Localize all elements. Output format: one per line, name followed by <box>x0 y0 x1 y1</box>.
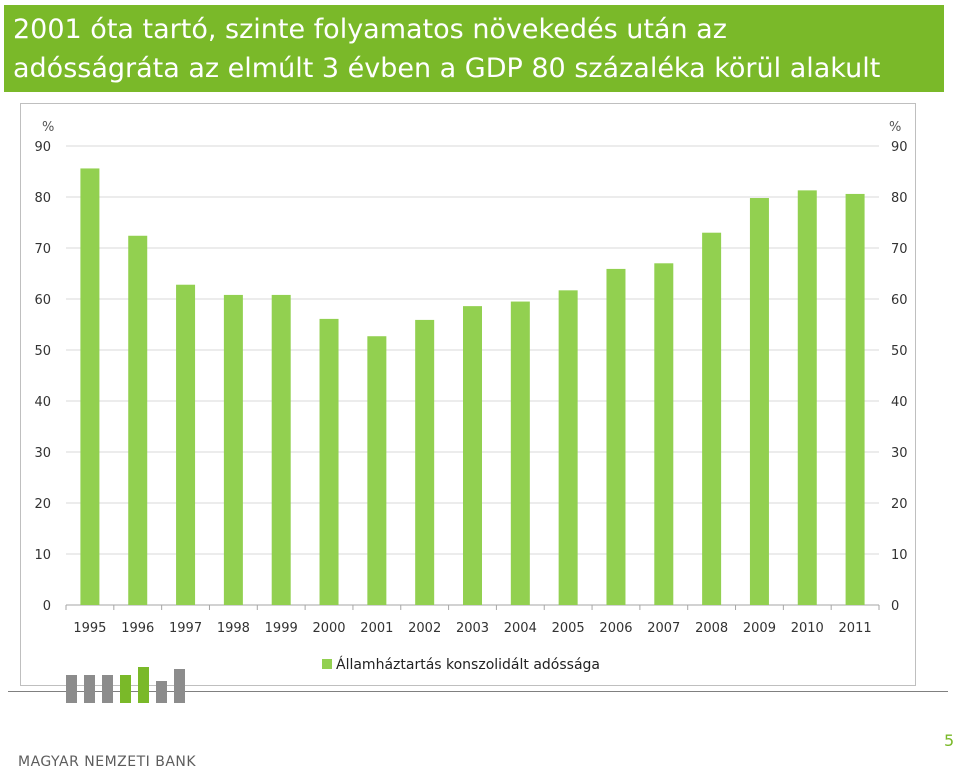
x-tick-label: 1998 <box>217 621 250 636</box>
bar-2000 <box>319 318 339 605</box>
mnb-logo: MAGYAR NEMZETI BANK <box>8 667 240 770</box>
legend-label: Államháztartás konszolidált adóssága <box>336 656 600 673</box>
y-tick-label-right: 40 <box>891 395 908 410</box>
y-tick-label-right: 10 <box>891 548 908 563</box>
bar-2002 <box>415 319 435 605</box>
bar-2011 <box>845 193 865 605</box>
chart-frame: 0 0 10 10 20 20 30 30 40 40 50 50 60 60 70 70 80 80 90 90%%… <box>20 103 916 686</box>
bar-2001 <box>367 336 387 605</box>
x-tick-label: 1999 <box>265 621 298 636</box>
y-tick-label-right: 0 <box>891 599 899 614</box>
bar-2005 <box>558 290 578 605</box>
bar-2010 <box>797 190 817 605</box>
y-tick-label-left: 40 <box>34 395 51 410</box>
x-tick-label: 2005 <box>552 621 585 636</box>
y-unit-right: % <box>889 120 901 135</box>
x-tick-label: 1996 <box>121 621 154 636</box>
x-tick-label: 1997 <box>169 621 202 636</box>
y-tick-label-left: 10 <box>34 548 51 563</box>
bar-2008 <box>702 232 722 605</box>
x-tick-label: 2009 <box>743 621 776 636</box>
y-tick-label-left: 90 <box>34 140 51 155</box>
legend-swatch <box>322 659 332 669</box>
x-tick-label: 2003 <box>456 621 489 636</box>
y-tick-label-right: 90 <box>891 140 908 155</box>
x-tick-label: 2004 <box>504 621 537 636</box>
x-tick-label: 2000 <box>312 621 345 636</box>
bar-1999 <box>271 294 291 605</box>
bar-1998 <box>223 294 243 605</box>
x-tick-label: 2006 <box>599 621 632 636</box>
bar-2004 <box>510 301 530 605</box>
title-bar: 2001 óta tartó, szinte folyamatos növeke… <box>4 5 944 92</box>
y-tick-label-left: 60 <box>34 293 51 308</box>
y-tick-label-left: 50 <box>34 344 51 359</box>
bar-2006 <box>606 268 626 605</box>
y-tick-label-right: 50 <box>891 344 908 359</box>
debt-bar-chart: 0 0 10 10 20 20 30 30 40 40 50 50 60 60 70 70 80 80 90 90%%… <box>34 120 908 673</box>
y-tick-label-right: 30 <box>891 446 908 461</box>
y-unit-left: % <box>42 120 54 135</box>
bar-2009 <box>749 198 769 605</box>
bar-2003 <box>463 306 482 605</box>
y-tick-label-left: 20 <box>34 497 51 512</box>
x-tick-label: 2002 <box>408 621 441 636</box>
y-tick-label-right: 20 <box>891 497 908 512</box>
bar-1995 <box>80 168 100 605</box>
bar-1996 <box>128 235 148 605</box>
y-tick-label-right: 70 <box>891 242 908 257</box>
x-tick-label: 2001 <box>360 621 393 636</box>
logo-text: MAGYAR NEMZETI BANK <box>18 754 197 770</box>
y-tick-label-right: 60 <box>891 293 908 308</box>
x-tick-label: 2007 <box>647 621 680 636</box>
x-tick-label: 1995 <box>73 621 106 636</box>
x-tick-label: 2011 <box>839 621 872 636</box>
x-tick-label: 2010 <box>791 621 824 636</box>
bar-2007 <box>654 263 674 605</box>
y-tick-label-right: 80 <box>891 191 908 206</box>
y-tick-label-left: 0 <box>43 599 51 614</box>
slide-title-line-1: 2001 óta tartó, szinte folyamatos növeke… <box>13 14 727 45</box>
bar-1997 <box>176 284 196 605</box>
slide-title-line-2: adósságráta az elmúlt 3 évben a GDP 80 s… <box>13 53 881 84</box>
x-tick-label: 2008 <box>695 621 728 636</box>
y-tick-label-left: 30 <box>34 446 51 461</box>
footer-divider <box>8 691 948 692</box>
y-tick-label-left: 80 <box>34 191 51 206</box>
page-number: 5 <box>944 731 955 750</box>
y-tick-label-left: 70 <box>34 242 51 257</box>
